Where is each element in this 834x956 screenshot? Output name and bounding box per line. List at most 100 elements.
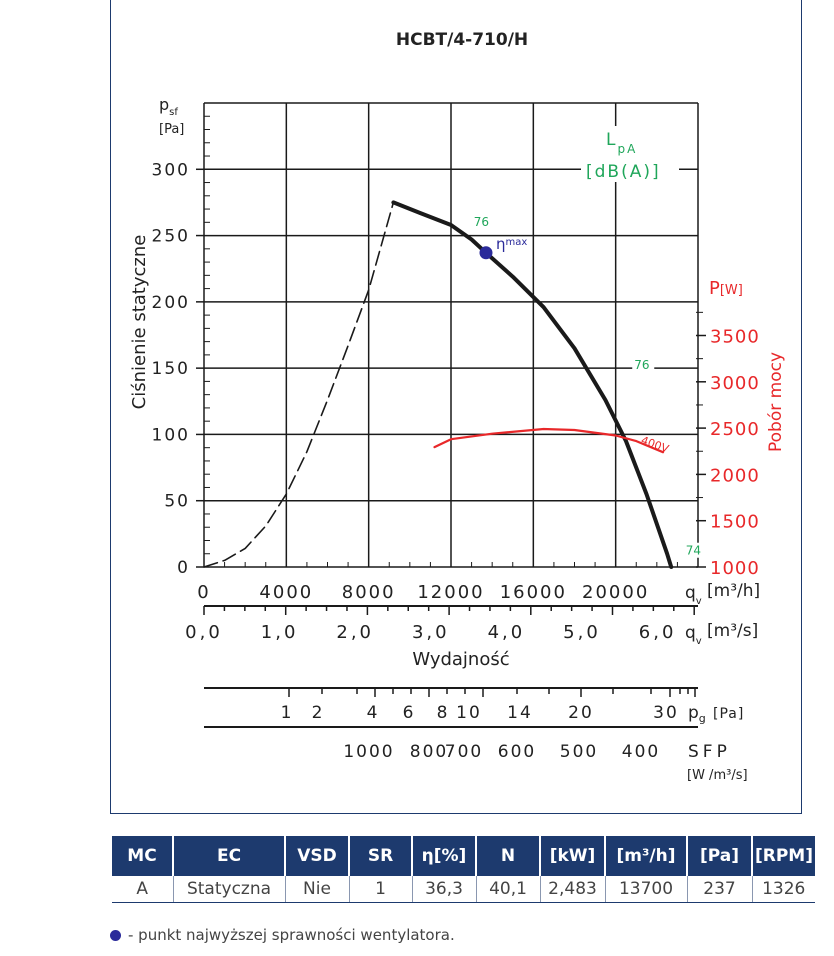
x-unit-m3h: [m³/h] — [707, 581, 760, 601]
annotations: LpA [dB(A)] 76 76 74 ηmax — [471, 126, 706, 558]
y-left-tick-label: 50 — [164, 492, 190, 512]
footnote: - punkt najwyższej sprawności wentylator… — [110, 926, 455, 944]
x-m3h-tick-label: 0 — [197, 582, 210, 603]
y-right-tick-label: 2500 — [710, 419, 760, 440]
pg-scale-label: 4 — [367, 703, 380, 723]
sfp-scale-label: 700 — [445, 742, 483, 762]
cell-rpm: 1326 — [752, 876, 815, 903]
chart-frame: 0 50 100 150 200 250 300 psf [Pa] Ciśnienie staty… — [110, 0, 802, 814]
y-left-tick-label: 100 — [152, 425, 190, 445]
pg-symbol: pg — [688, 703, 706, 725]
eta-max-label: ηmax — [496, 235, 527, 253]
eta-max-point-icon — [110, 929, 121, 941]
y-right-tick-label: 3500 — [710, 327, 760, 348]
sfp-scale-label: 400 — [622, 742, 660, 762]
lpa-mark-background — [683, 542, 706, 558]
lpa-background — [581, 126, 679, 182]
axes: 0 50 100 150 200 250 300 psf [Pa] Ciśnienie staty… — [129, 95, 786, 579]
header-pa: [Pa] — [687, 836, 753, 876]
pg-scale-label: 1 — [281, 703, 294, 723]
y-left-tick-label: 200 — [152, 293, 190, 313]
header-eta: η[%] — [412, 836, 477, 876]
specs-table: MC EC VSD SR η[%] N [kW] [m³/h] [Pa] [RP… — [112, 836, 815, 903]
sfp-scale-label: 500 — [560, 742, 598, 762]
sfp-label: SFP — [688, 742, 731, 762]
y-right-tick-label: 1000 — [710, 558, 760, 579]
x-m3h-tick-label: 4000 — [259, 582, 313, 603]
header-ec: EC — [173, 836, 286, 876]
y-right-tick-label: 3000 — [710, 373, 760, 394]
header-vsd: VSD — [285, 836, 350, 876]
cell-pa: 237 — [687, 876, 753, 903]
y-left-tick-label: 250 — [152, 227, 190, 247]
header-n: N — [476, 836, 541, 876]
pg-scale-label: 20 — [568, 703, 594, 723]
table-header-row: MC EC VSD SR η[%] N [kW] [m³/h] [Pa] [RP… — [112, 836, 815, 876]
pg-scale-label: 2 — [312, 703, 325, 723]
y-right-tick-label: 1500 — [710, 512, 760, 533]
pg-scale-label: 30 — [653, 703, 679, 723]
lpa-unit: [dB(A)] — [586, 162, 661, 182]
x-symbol-m3s: qv — [685, 623, 702, 647]
cell-eta: 36,3 — [412, 876, 477, 903]
x-unit-m3s: [m³/s] — [707, 621, 758, 641]
header-rpm: [RPM] — [752, 836, 815, 876]
series-line — [433, 427, 665, 454]
lpa-mark: 76 — [634, 358, 649, 372]
cell-vsd: Nie — [285, 876, 350, 903]
header-m3h: [m³/h] — [605, 836, 688, 876]
x-m3h-tick-label: 12000 — [417, 582, 484, 603]
pg-scale-label: 14 — [507, 703, 533, 723]
pg-unit: [Pa] — [713, 706, 744, 722]
cell-ec: Statyczna — [173, 876, 286, 903]
axis-labels: 0 4000 8000 12000 16000 20000 qv[m³/h]0,0 1,0 2,… — [185, 30, 760, 670]
series-line — [391, 200, 674, 569]
header-kw: [kW] — [540, 836, 606, 876]
x-m3h-tick-label: 16000 — [500, 582, 567, 603]
footnote-text: - punkt najwyższej sprawności wentylator… — [128, 926, 455, 944]
x-m3h-tick-label: 8000 — [342, 582, 396, 603]
y-left-tick-label: 0 — [177, 558, 190, 578]
lpa-mark: 76 — [474, 215, 489, 229]
cell-mc: A — [112, 876, 174, 903]
y-left-symbol: psf — [159, 95, 178, 118]
pg-scale-label: 6 — [403, 703, 416, 723]
sfp-scale-label: 800 — [410, 742, 448, 762]
x-symbol-m3h: qv — [685, 583, 702, 607]
cell-m3h: 13700 — [605, 876, 688, 903]
header-sr: SR — [349, 836, 413, 876]
sfp-scale-label: 600 — [498, 742, 536, 762]
eta-max-point — [479, 246, 493, 260]
x-m3s-tick-label: 1,0 — [261, 622, 299, 643]
y-left-axis-label: Ciśnienie statyczne — [129, 235, 150, 410]
x-m3h-tick-label: 20000 — [582, 582, 649, 603]
header-mc: MC — [112, 836, 174, 876]
sfp-unit: [W /m³/s] — [687, 768, 748, 783]
y-right-axis-label: Pobór mocy — [766, 352, 786, 452]
y-right-symbol: P[W] — [709, 278, 743, 299]
series: 400V — [203, 200, 674, 569]
chart-title: HCBT/4-710/H — [396, 30, 528, 50]
x-axis-label: Wydajność — [412, 649, 509, 670]
cell-n: 40,1 — [476, 876, 541, 903]
x-m3s-tick-label: 6,0 — [639, 622, 677, 643]
cell-kw: 2,483 — [540, 876, 606, 903]
y-right-tick-label: 2000 — [710, 465, 760, 486]
x-m3s-tick-label: 5,0 — [563, 622, 601, 643]
x-m3s-tick-label: 3,0 — [412, 622, 450, 643]
sfp-scale-label: 1000 — [343, 742, 394, 762]
x-m3s-tick-label: 0,0 — [185, 622, 223, 643]
table-row: A Statyczna Nie 1 36,3 40,1 2,483 13700 … — [112, 876, 815, 903]
lpa-label: LpA — [606, 130, 637, 156]
series-label: 400V — [639, 434, 671, 456]
pg-scale-label: 8 — [437, 703, 450, 723]
cell-sr: 1 — [349, 876, 413, 903]
x-m3s-tick-label: 4,0 — [488, 622, 526, 643]
lpa-mark: 74 — [686, 544, 701, 558]
series-line — [203, 201, 395, 568]
x-m3s-tick-label: 2,0 — [336, 622, 374, 643]
y-left-unit: [Pa] — [159, 122, 184, 137]
lpa-mark-background — [471, 213, 494, 229]
